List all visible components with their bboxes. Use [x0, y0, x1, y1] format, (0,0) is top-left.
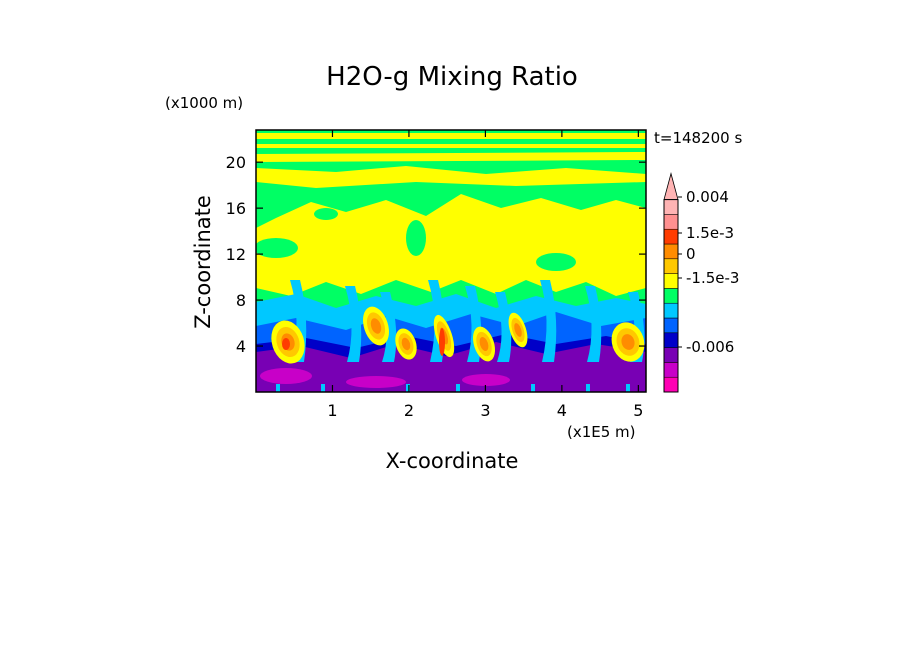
colorbar-label: -1.5e-3 — [686, 269, 739, 287]
colorbar-segment — [663, 228, 679, 245]
field-warm-core — [479, 337, 489, 351]
y-tick-label: 12 — [226, 245, 246, 264]
colorbar-segment — [663, 273, 679, 289]
colorbar: 0.004 1.5e-3 0 -1.5e-3 -0.006 — [663, 172, 739, 393]
field-green-pocket — [314, 208, 338, 220]
field-warm-core — [401, 337, 411, 351]
time-label: t=148200 s — [654, 129, 742, 147]
colorbar-label: 1.5e-3 — [686, 224, 734, 242]
field-magenta-patch — [346, 376, 406, 388]
colorbar-segment — [663, 362, 679, 378]
field-surface-speck — [456, 384, 460, 392]
y-tick-label: 20 — [226, 153, 246, 172]
field-surface-speck — [276, 384, 280, 392]
y-tick-label: 8 — [236, 291, 246, 310]
colorbar-segment — [663, 332, 679, 348]
field-hot-core — [282, 338, 290, 350]
colorbar-segment — [663, 288, 679, 304]
colorbar-segment — [663, 302, 679, 319]
field-mid-yellow — [256, 194, 646, 296]
y-unit-label: (x1000 m) — [165, 94, 243, 112]
field-plume — [345, 286, 362, 362]
colorbar-segment — [663, 199, 679, 215]
field-surface-speck — [321, 384, 325, 392]
field-plume — [585, 286, 602, 362]
y-tick-label: 16 — [226, 199, 246, 218]
field-warm-core — [621, 334, 635, 350]
field-warm-core — [514, 323, 522, 337]
plot-frame — [255, 129, 647, 393]
field-upper-stripe — [256, 152, 646, 162]
field-plume — [495, 292, 512, 362]
x-unit-label: (x1E5 m) — [567, 423, 636, 441]
colorbar-extend-arrow — [663, 172, 679, 201]
colorbar-segment — [663, 214, 679, 230]
x-tick-label: 2 — [404, 401, 414, 420]
field-warm-core — [370, 318, 382, 334]
x-tick-label: 1 — [327, 401, 337, 420]
colorbar-segment — [663, 258, 679, 274]
field-surface-speck — [626, 384, 630, 392]
x-tick-label: 4 — [557, 401, 567, 420]
field-magenta-patch — [260, 368, 312, 384]
field-surface-speck — [586, 384, 590, 392]
field-plume — [540, 280, 557, 362]
field-upper-stripe — [256, 133, 646, 139]
chart-title: H2O-g Mixing Ratio — [326, 62, 578, 92]
colorbar-label: 0.004 — [686, 188, 729, 206]
colorbar-frame — [663, 199, 679, 393]
y-axis-label: Z-coordinate — [191, 195, 215, 329]
colorbar-segment — [663, 317, 679, 334]
field-hot-core — [439, 328, 445, 356]
field-upper-band — [256, 166, 646, 188]
field-upper-stripe — [256, 144, 646, 148]
colorbar-segment — [663, 243, 679, 260]
y-ticks: 4 8 12 16 20 — [226, 153, 646, 356]
field-green-pocket — [536, 253, 576, 271]
colorbar-label: -0.006 — [686, 338, 734, 356]
field-green-pocket — [406, 220, 426, 256]
field-surface-speck — [531, 384, 535, 392]
x-axis-label: X-coordinate — [386, 449, 519, 473]
x-tick-label: 3 — [480, 401, 490, 420]
colorbar-label: 0 — [686, 245, 696, 263]
x-ticks: 1 2 3 4 5 — [327, 130, 643, 420]
y-tick-label: 4 — [236, 337, 246, 356]
contour-field — [256, 130, 646, 392]
field-green-pocket — [256, 238, 298, 258]
colorbar-segment — [663, 376, 679, 393]
x-tick-label: 5 — [633, 401, 643, 420]
field-surface-speck — [406, 384, 410, 392]
field-magenta-patch — [462, 374, 510, 386]
colorbar-segment — [663, 347, 679, 363]
